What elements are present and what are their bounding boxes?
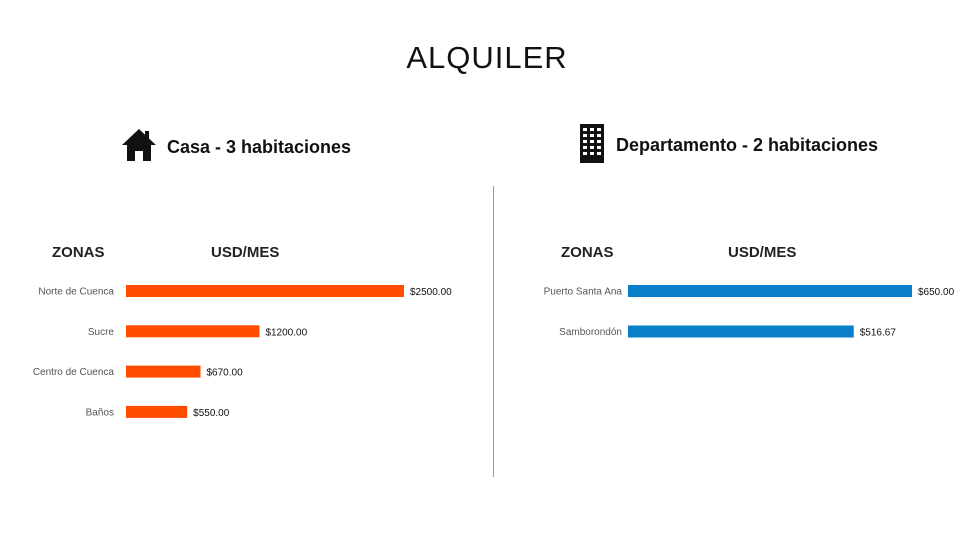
casa-bar xyxy=(126,365,201,378)
zonas-header-left: ZONAS xyxy=(52,244,105,261)
page-title: ALQUILER xyxy=(406,40,568,75)
departamento-category-label: Samborondón xyxy=(559,327,622,338)
usd-header-right: USD/MES xyxy=(728,244,797,261)
departamento-bar xyxy=(628,325,854,338)
casa-category-label: Norte de Cuenca xyxy=(38,287,114,298)
casa-bar xyxy=(126,285,404,297)
casa-category-label: Baños xyxy=(86,407,114,418)
casa-bar xyxy=(126,325,260,338)
departamento-bar xyxy=(628,285,912,297)
casa-category-label: Centro de Cuenca xyxy=(33,367,115,378)
departamento-value-label: $650.00 xyxy=(918,287,955,298)
casa-bar xyxy=(126,405,188,418)
usd-header-left: USD/MES xyxy=(211,244,280,261)
departamento-label: Departamento - 2 habitaciones xyxy=(616,135,879,155)
section-divider xyxy=(493,186,494,477)
departamento-category-label: Puerto Santa Ana xyxy=(544,287,623,298)
zonas-header-right: ZONAS xyxy=(561,244,614,261)
casa-value-label: $550.00 xyxy=(193,408,230,419)
building-icon xyxy=(579,122,605,169)
casa-label: Casa - 3 habitaciones xyxy=(167,137,352,157)
casa-value-label: $2500.00 xyxy=(410,287,452,298)
casa-category-label: Sucre xyxy=(88,327,115,338)
casa-value-label: $1200.00 xyxy=(265,327,307,338)
departamento-header: Departamento - 2 habitaciones xyxy=(579,122,878,169)
casa-value-label: $670.00 xyxy=(207,368,244,379)
house-icon xyxy=(121,128,157,167)
departamento-value-label: $516.67 xyxy=(860,328,897,339)
casa-header: Casa - 3 habitaciones xyxy=(121,128,351,167)
